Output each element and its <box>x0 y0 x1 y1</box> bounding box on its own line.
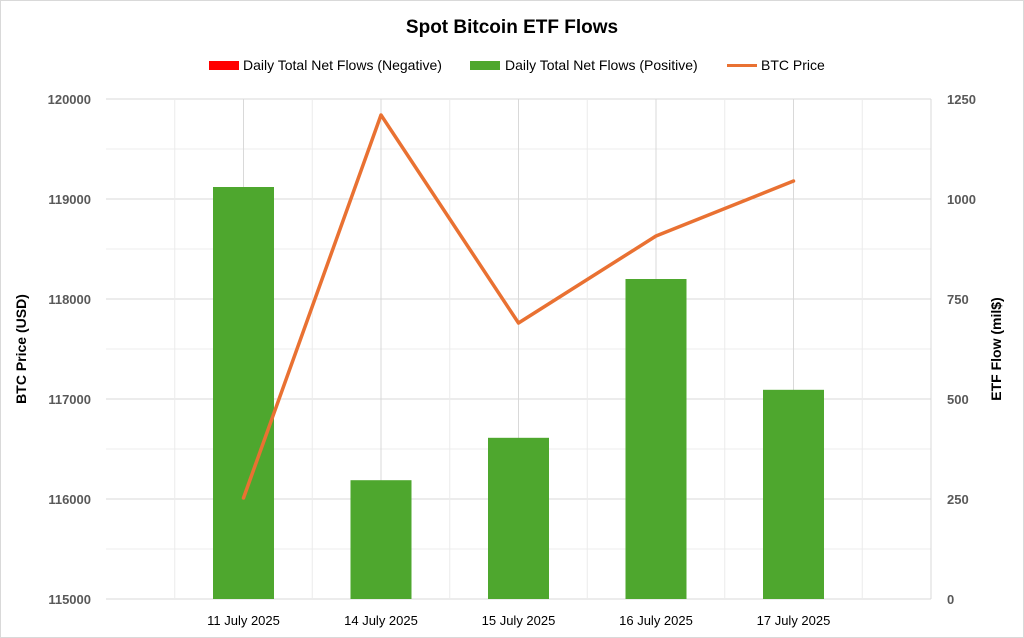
legend: Daily Total Net Flows (Negative) Daily T… <box>209 57 825 73</box>
x-tick-label: 16 July 2025 <box>619 613 693 628</box>
y2-axis-title: ETF Flow (mil$) <box>988 297 1004 400</box>
legend-swatch-negative <box>209 61 239 70</box>
chart-title: Spot Bitcoin ETF Flows <box>406 17 618 38</box>
btc-price-point <box>379 113 383 117</box>
legend-label-btc-price: BTC Price <box>761 57 825 73</box>
y-tick-label: 115000 <box>48 592 91 607</box>
bar-positive-flow <box>763 389 824 599</box>
y-tick-label: 120000 <box>48 92 91 107</box>
x-tick-label: 11 July 2025 <box>207 613 280 628</box>
y-tick-label: 119000 <box>48 192 91 207</box>
bars <box>213 187 824 599</box>
y2-tick-label: 750 <box>947 292 969 307</box>
legend-label-negative: Daily Total Net Flows (Negative) <box>243 57 442 73</box>
y-axis-title: BTC Price (USD) <box>13 294 29 404</box>
bar-positive-flow <box>488 437 549 599</box>
y2-tick-label: 0 <box>947 592 954 607</box>
x-tick-label: 14 July 2025 <box>344 613 418 628</box>
price-line <box>241 113 796 500</box>
btc-price-point <box>654 234 658 238</box>
btc-price-point <box>792 179 795 183</box>
y2-tick-label: 1000 <box>947 192 976 207</box>
bar-positive-flow <box>213 187 274 599</box>
x-tick-label: 15 July 2025 <box>482 613 556 628</box>
legend-label-positive: Daily Total Net Flows (Positive) <box>505 57 698 73</box>
y-tick-label: 117000 <box>48 392 91 407</box>
btc-price-point <box>517 321 520 325</box>
legend-swatch-positive <box>470 61 500 70</box>
left-axis-ticks: 115000 116000 117000 118000 119000 120000 <box>48 92 91 607</box>
x-axis-ticks: 11 July 2025 14 July 2025 15 July 2025 16 J… <box>207 613 830 628</box>
x-tick-label: 17 July 2025 <box>757 613 831 628</box>
y-tick-label: 116000 <box>48 492 91 507</box>
right-axis-ticks: 0 250 500 750 1000 1250 <box>947 92 976 607</box>
bar-positive-flow <box>350 480 412 599</box>
y-tick-label: 118000 <box>48 292 91 307</box>
bar-positive-flow <box>625 279 687 599</box>
btc-price-point <box>242 496 245 500</box>
y2-tick-label: 250 <box>947 492 969 507</box>
y2-tick-label: 1250 <box>947 92 976 107</box>
y2-tick-label: 500 <box>947 392 969 407</box>
